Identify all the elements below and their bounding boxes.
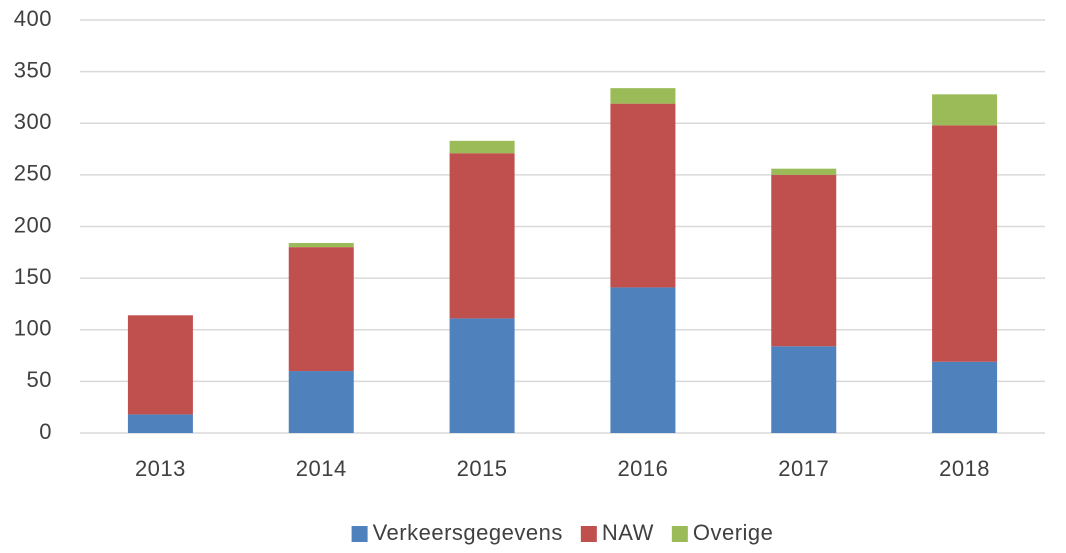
bar-segment — [610, 88, 676, 104]
bar-segment — [449, 318, 515, 433]
bar-segment — [449, 153, 515, 319]
bar-segment — [932, 125, 998, 362]
legend-label: NAW — [602, 520, 654, 545]
y-tick-label: 100 — [14, 316, 52, 341]
legend-swatch — [671, 526, 688, 542]
x-tick-label: 2014 — [296, 456, 347, 481]
bar-segment — [449, 140, 515, 154]
bar-segment — [771, 168, 837, 175]
y-tick-label: 200 — [14, 212, 52, 237]
bar-segment — [771, 174, 837, 347]
bar-segment — [771, 346, 837, 433]
x-tick-label: 2015 — [457, 456, 508, 481]
legend: Verkeersgegevens NAW Overige — [351, 520, 774, 545]
bar-segment — [288, 247, 354, 372]
y-tick-label: 150 — [14, 264, 52, 289]
bar-segment — [288, 371, 354, 433]
y-tick-label: 400 — [14, 6, 52, 31]
x-tick-label: 2018 — [939, 456, 990, 481]
bar-segment — [610, 103, 676, 288]
bar-segment — [288, 243, 354, 248]
x-tick-label: 2013 — [135, 456, 186, 481]
bar-segment — [127, 315, 193, 415]
bar-segment — [932, 361, 998, 433]
legend-label: Verkeersgegevens — [373, 520, 563, 545]
y-tick-label: 50 — [27, 367, 52, 392]
bar-segment — [127, 414, 193, 433]
legend-label: Overige — [693, 520, 774, 545]
y-tick-label: 0 — [39, 419, 52, 444]
bar-segment — [610, 287, 676, 433]
y-tick-label: 350 — [14, 57, 52, 82]
legend-swatch — [580, 526, 597, 542]
y-tick-label: 250 — [14, 161, 52, 186]
bar-segment — [932, 94, 998, 126]
x-tick-label: 2016 — [617, 456, 668, 481]
x-tick-label: 2017 — [778, 456, 829, 481]
y-tick-label: 300 — [14, 109, 52, 134]
legend-swatch — [351, 526, 368, 542]
